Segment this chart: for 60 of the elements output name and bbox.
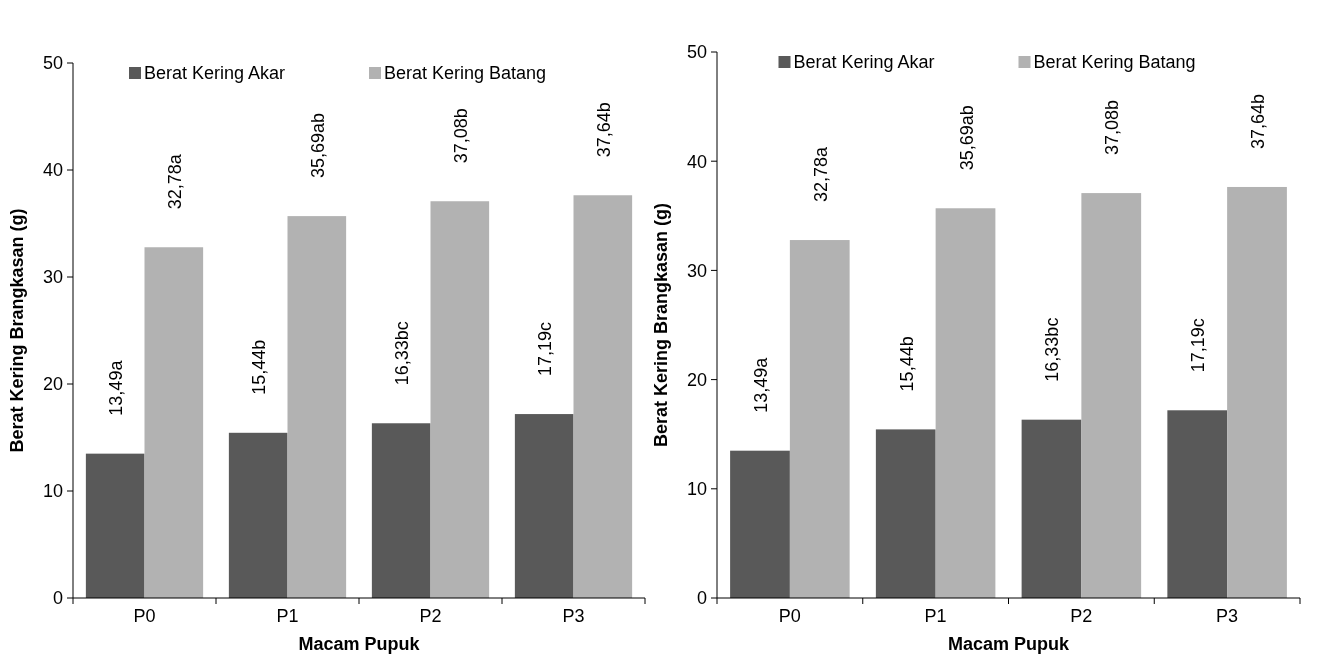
legend-label: Berat Kering Batang: [1033, 52, 1196, 73]
bar: [1167, 410, 1228, 598]
data-label: 16,33bc: [1042, 317, 1063, 382]
y-tick-label: 20: [686, 369, 707, 390]
y-tick-label: 50: [686, 42, 707, 63]
bar: [573, 195, 633, 598]
data-label: 15,44b: [896, 336, 917, 392]
data-label: 37,64b: [1248, 93, 1268, 149]
x-tick-label: P1: [276, 606, 299, 626]
y-tick-label: 50: [42, 53, 63, 74]
bar: [430, 201, 490, 598]
data-label: 13,49a: [751, 356, 771, 413]
bar: [228, 432, 288, 598]
bar: [1021, 419, 1082, 598]
y-tick-label: 0: [52, 588, 63, 609]
y-axis-title: Berat Kering Brangkasan (g): [7, 208, 27, 453]
legend-label: Berat Kering Batang: [384, 63, 547, 84]
x-tick-label: P3: [562, 606, 585, 626]
y-axis-title: Berat Kering Brangkasan (g): [651, 202, 671, 448]
x-tick-label: P0: [133, 606, 156, 626]
data-label: 32,78a: [164, 153, 185, 210]
bar: [875, 429, 936, 598]
bar: [144, 247, 204, 598]
y-tick-label: 10: [686, 479, 707, 500]
bar: [85, 453, 145, 598]
y-tick-label: 10: [42, 481, 63, 502]
bar: [1081, 193, 1142, 598]
data-label: 15,44b: [249, 339, 270, 395]
data-label: 13,49a: [106, 359, 127, 416]
data-label: 37,64b: [593, 102, 614, 158]
data-label: 35,69ab: [956, 105, 977, 171]
y-tick-label: 0: [696, 588, 707, 609]
x-tick-label: P2: [1070, 606, 1093, 626]
x-tick-label: P1: [924, 606, 947, 626]
data-label: 37,08b: [450, 108, 471, 164]
legend-label: Berat Kering Akar: [793, 52, 935, 73]
bar: [371, 423, 431, 598]
data-label: 37,08b: [1102, 100, 1123, 156]
data-label: 32,78a: [810, 146, 831, 203]
x-tick-label: P0: [778, 606, 801, 626]
y-tick-label: 30: [686, 260, 707, 281]
bar: [1227, 186, 1287, 598]
x-tick-label: P3: [1216, 606, 1239, 626]
data-label: 16,33bc: [392, 321, 413, 386]
y-tick-label: 30: [42, 267, 63, 288]
bar: [730, 450, 790, 598]
bar: [514, 414, 574, 598]
y-tick-label: 20: [42, 374, 63, 395]
x-axis-title: Macam Pupuk: [947, 634, 1070, 654]
bar: [287, 216, 347, 598]
y-tick-label: 40: [686, 151, 707, 172]
bar: [935, 208, 996, 598]
data-label: 17,19c: [1188, 318, 1209, 373]
legend-label: Berat Kering Akar: [144, 63, 286, 84]
x-tick-label: P2: [419, 606, 442, 626]
y-tick-label: 40: [42, 160, 63, 181]
data-label: 17,19c: [535, 322, 556, 377]
x-axis-title: Macam Pupuk: [298, 634, 421, 654]
bar: [789, 240, 850, 598]
data-label: 35,69ab: [307, 113, 328, 179]
